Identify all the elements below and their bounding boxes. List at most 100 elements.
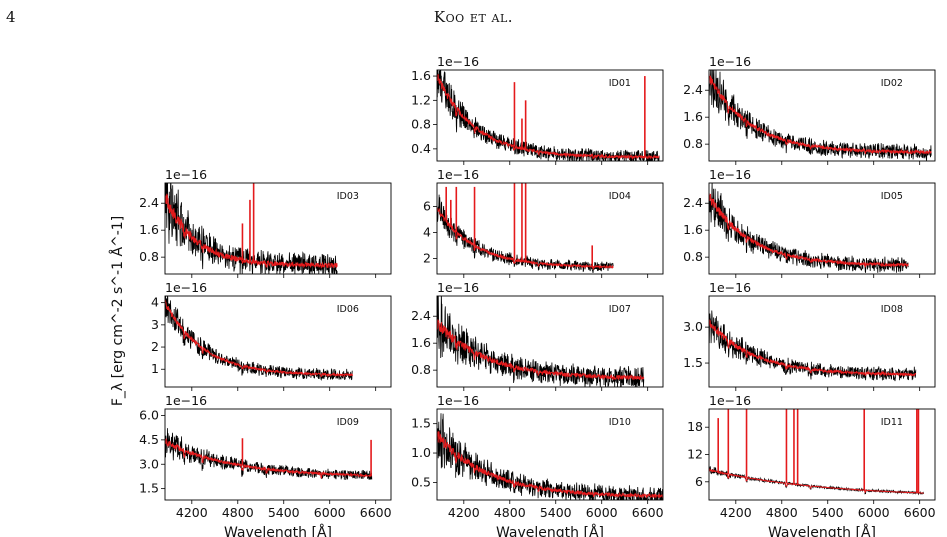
x-tick-label: 6000 [586, 505, 618, 520]
observed-spectrum-line [165, 296, 353, 381]
model-spectrum-line [437, 430, 663, 499]
x-axis-label: Wavelength [Å] [768, 524, 876, 537]
x-tick-label: 5400 [812, 505, 844, 520]
y-tick-label: 1.6 [683, 222, 703, 237]
y-tick-label: 2.4 [139, 195, 159, 210]
page-number: 4 [6, 8, 16, 26]
x-tick-label: 6600 [904, 505, 936, 520]
panel-id-label: ID06 [337, 304, 359, 315]
panel-frame [708, 182, 936, 275]
y-tick-label: 3 [151, 317, 159, 332]
y-tick-label: 1.0 [411, 445, 431, 460]
model-spectrum-line [709, 72, 932, 155]
panel-frame [164, 182, 392, 275]
model-spectrum-line [165, 193, 338, 269]
y-tick-label: 1.5 [683, 355, 703, 370]
observed-spectrum-line [437, 70, 660, 161]
y-tick-label: 4 [151, 295, 159, 310]
y-tick-label: 1.5 [411, 416, 431, 431]
panel-id-label: ID07 [609, 304, 631, 315]
panel-id01: 0.4 0.8 1.2 1.6 1e−16 ID01 [411, 54, 664, 165]
y-tick-label: 1.5 [139, 481, 159, 496]
y-tick-label: 1.6 [139, 222, 159, 237]
panel-id09: 4200 4800 5400 6000 6600 1.5 3.0 4.5 6.0 1e−16 ID0… [139, 393, 392, 537]
offset-text: 1e−16 [709, 54, 751, 69]
panel-id-label: ID01 [609, 78, 631, 89]
y-tick-label: 0.8 [411, 362, 431, 377]
panel-id-label: ID11 [881, 417, 903, 428]
x-tick-label: 6600 [360, 505, 392, 520]
x-tick-label: 4200 [448, 505, 480, 520]
panel-id-label: ID03 [337, 191, 359, 202]
x-tick-label: 6000 [314, 505, 346, 520]
observed-spectrum-line [437, 413, 663, 500]
panel-frame [708, 295, 936, 388]
y-tick-label: 2 [423, 250, 431, 265]
model-spectrum-line [709, 193, 909, 268]
offset-text: 1e−16 [709, 393, 751, 408]
y-tick-label: 12 [687, 447, 703, 462]
offset-text: 1e−16 [437, 54, 479, 69]
y-tick-label: 0.8 [139, 249, 159, 264]
running-head: Koo et al. [433, 8, 514, 26]
y-tick-label: 2.4 [683, 195, 703, 210]
x-tick-label: 4800 [494, 505, 526, 520]
panel-id10: 4200 4800 5400 6000 6600 0.5 1.0 1.5 1e−16 ID10 Wa… [411, 393, 664, 537]
panel-id05: 0.8 1.6 2.4 1e−16 ID05 [683, 167, 936, 278]
model-spectrum-line [437, 316, 645, 381]
y-tick-label: 0.8 [411, 117, 431, 132]
panel-id06: 1 2 3 4 1e−16 ID06 [151, 280, 392, 391]
x-tick-label: 4800 [766, 505, 798, 520]
panel-frame [436, 69, 664, 162]
offset-text: 1e−16 [437, 280, 479, 295]
panel-id04: 2 4 6 1e−16 ID04 [423, 167, 664, 278]
panel-id-label: ID10 [609, 417, 631, 428]
y-tick-label: 0.4 [411, 141, 431, 156]
y-tick-label: 6 [695, 474, 703, 489]
y-tick-label: 1.6 [683, 109, 703, 124]
model-spectrum-line [437, 73, 660, 160]
y-tick-label: 4.5 [139, 432, 159, 447]
spectra-panels: 0.40.81.21.61e−16ID010.81.62.41e−16ID020… [139, 54, 936, 537]
y-tick-label: 1 [151, 361, 159, 376]
y-tick-label: 18 [687, 419, 703, 434]
x-axis-label: Wavelength [Å] [224, 524, 332, 537]
observed-spectrum-line [165, 183, 338, 274]
offset-text: 1e−16 [165, 280, 207, 295]
offset-text: 1e−16 [437, 167, 479, 182]
panel-frame [708, 69, 936, 162]
y-tick-label: 0.8 [683, 136, 703, 151]
panel-frame [436, 182, 664, 275]
x-axis-label: Wavelength [Å] [496, 524, 604, 537]
y-tick-label: 2.4 [683, 82, 703, 97]
panel-frame [436, 408, 664, 501]
model-spectrum-line [165, 438, 373, 480]
x-tick-label: 5400 [268, 505, 300, 520]
panel-id-label: ID08 [881, 304, 903, 315]
offset-text: 1e−16 [437, 393, 479, 408]
y-tick-label: 6.0 [139, 408, 159, 423]
y-tick-label: 6 [423, 198, 431, 213]
panel-id-label: ID09 [337, 417, 359, 428]
panel-id08: 1.5 3.0 1e−16 ID08 [683, 280, 936, 391]
panel-id-label: ID04 [609, 191, 631, 202]
model-spectrum-line [709, 467, 924, 494]
x-tick-label: 4800 [222, 505, 254, 520]
model-spectrum-line [165, 299, 353, 378]
panel-id11: 4200 4800 5400 6000 6600 6 12 18 1e−16 ID11 Wavele… [687, 393, 936, 537]
panel-id-label: ID02 [881, 78, 903, 89]
y-tick-label: 2.4 [411, 308, 431, 323]
x-tick-label: 4200 [720, 505, 752, 520]
panel-frame [164, 295, 392, 388]
offset-text: 1e−16 [165, 167, 207, 182]
panel-id-label: ID05 [881, 191, 903, 202]
observed-spectrum-line [709, 70, 932, 161]
y-tick-label: 0.8 [683, 249, 703, 264]
observed-spectrum-line [709, 466, 924, 496]
y-tick-label: 1.6 [411, 335, 431, 350]
x-tick-label: 4200 [176, 505, 208, 520]
y-axis-label: F_λ [erg cm^-2 s^-1 Å^-1] [109, 216, 126, 406]
x-tick-label: 6000 [858, 505, 890, 520]
x-tick-label: 5400 [540, 505, 572, 520]
